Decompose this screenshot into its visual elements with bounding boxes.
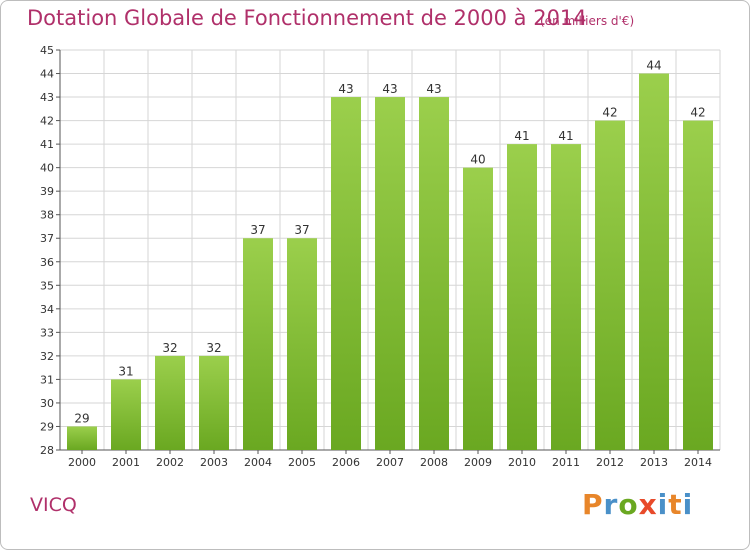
data-labels: 29 31 32 32 37 37 43 43 43 40 41 41 42 44 42 <box>74 59 705 426</box>
y-tick-label: 37 <box>40 232 54 245</box>
data-label: 41 <box>514 129 529 143</box>
x-tick-label: 2006 <box>332 456 360 469</box>
logo-letter: i <box>657 488 669 521</box>
y-tick-label: 40 <box>40 162 54 175</box>
x-tick-label: 2008 <box>420 456 448 469</box>
y-tick-label: 38 <box>40 209 54 222</box>
bar-2006 <box>331 97 361 450</box>
data-label: 32 <box>162 341 177 355</box>
data-label: 37 <box>250 223 265 237</box>
x-tick-label: 2014 <box>684 456 712 469</box>
chart-subtitle: (en milliers d'€) <box>540 14 635 28</box>
bar-2001 <box>111 379 141 450</box>
x-tick-label: 2005 <box>288 456 316 469</box>
logo-letter: x <box>638 488 658 521</box>
bar-2012 <box>595 120 625 451</box>
y-tick-label: 36 <box>40 256 54 269</box>
x-tick-label: 2013 <box>640 456 668 469</box>
y-tick-label: 30 <box>40 397 54 410</box>
logo-letter: t <box>668 488 683 521</box>
x-tick-label: 2012 <box>596 456 624 469</box>
x-tick-label: 2010 <box>508 456 536 469</box>
data-label: 42 <box>602 106 617 120</box>
chart-title: Dotation Globale de Fonctionnement de 20… <box>27 6 587 30</box>
data-label: 41 <box>558 129 573 143</box>
bar-2002 <box>155 355 185 450</box>
y-tick-label: 35 <box>40 279 54 292</box>
y-tick-label: 45 <box>40 44 54 57</box>
y-tick-label: 29 <box>40 420 54 433</box>
bar-2004 <box>243 238 273 450</box>
bar-2000 <box>67 426 97 450</box>
x-tick-label: 2003 <box>200 456 228 469</box>
data-label: 42 <box>690 106 705 120</box>
y-tick-label: 42 <box>40 115 54 128</box>
y-tick-label: 41 <box>40 138 54 151</box>
logo-letter: o <box>618 488 639 521</box>
y-tick-label: 44 <box>40 68 54 81</box>
data-label: 43 <box>338 82 353 96</box>
x-tick-label: 2001 <box>112 456 140 469</box>
x-tick-label: 2000 <box>68 456 96 469</box>
data-label: 43 <box>426 82 441 96</box>
bar-2009 <box>463 167 493 450</box>
bar-2014 <box>683 120 713 451</box>
bar-2003 <box>199 355 229 450</box>
y-tick-label: 31 <box>40 373 54 386</box>
y-tick-label: 34 <box>40 303 54 316</box>
logo-letter: i <box>682 488 694 521</box>
commune-name: VICQ <box>30 494 77 516</box>
data-label: 40 <box>470 153 485 167</box>
x-tick-label: 2004 <box>244 456 272 469</box>
y-tick-label: 43 <box>40 91 54 104</box>
data-label: 29 <box>74 411 89 425</box>
y-tick-label: 32 <box>40 350 54 363</box>
bar-2007 <box>375 97 405 450</box>
data-label: 44 <box>646 59 661 73</box>
bars <box>67 73 713 451</box>
data-label: 37 <box>294 223 309 237</box>
bar-2013 <box>639 73 669 450</box>
x-tick-label: 2011 <box>552 456 580 469</box>
bar-2005 <box>287 238 317 450</box>
data-label: 31 <box>118 364 133 378</box>
y-tick-label: 28 <box>40 444 54 457</box>
logo-letter: P <box>582 488 604 521</box>
x-tick-label: 2002 <box>156 456 184 469</box>
x-tick-label: 2009 <box>464 456 492 469</box>
x-tick-label: 2007 <box>376 456 404 469</box>
bar-2011 <box>551 144 581 450</box>
logo-letter: r <box>603 488 619 521</box>
proxiti-logo[interactable]: Proxiti <box>582 488 693 521</box>
bar-2010 <box>507 144 537 450</box>
axes: 28 29 30 31 32 33 34 35 36 37 38 39 40 41 42 43 44 45 2000… <box>40 44 720 469</box>
bar-2008 <box>419 97 449 450</box>
y-tick-label: 33 <box>40 326 54 339</box>
data-label: 32 <box>206 341 221 355</box>
y-tick-label: 39 <box>40 185 54 198</box>
data-label: 43 <box>382 82 397 96</box>
